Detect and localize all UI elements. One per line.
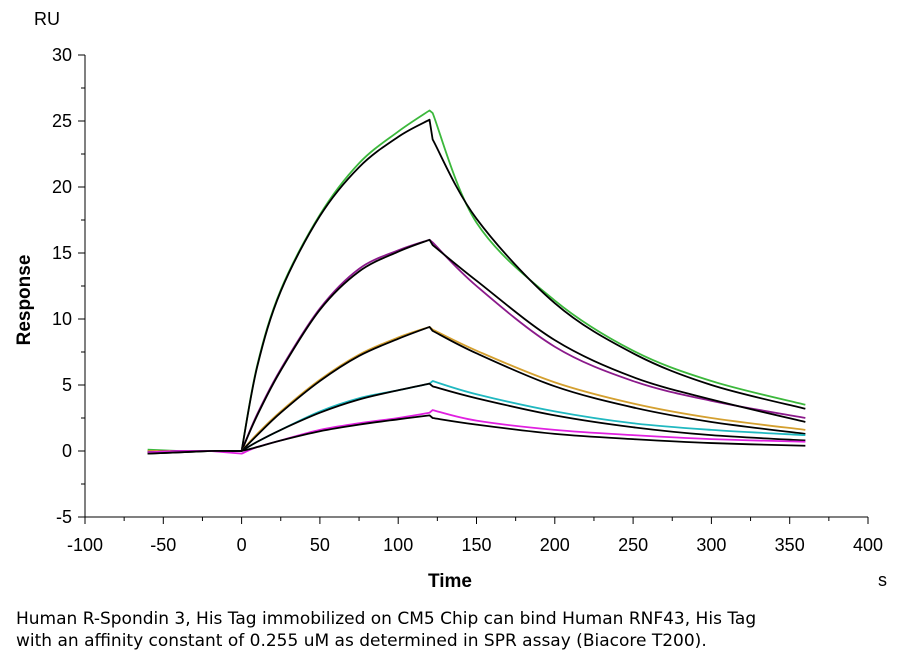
y-unit-label: RU (34, 9, 60, 29)
y-tick-label: 30 (52, 45, 72, 65)
y-axis-title: Response (14, 255, 35, 346)
y-tick-label: 25 (52, 111, 72, 131)
x-tick-label: 300 (696, 535, 726, 555)
series-fit-2 (147, 238, 806, 454)
y-tick-label: 20 (52, 177, 72, 197)
series-fit-3 (147, 326, 806, 454)
axes: -100 -50 0 50 100 150 200 250 300 350 400-50510152… (52, 45, 883, 555)
x-tick-label: 150 (461, 535, 491, 555)
caption-line-1: Human R-Spondin 3, His Tag immobilized o… (16, 609, 757, 629)
x-tick-label: 350 (775, 535, 805, 555)
y-tick-label: 10 (52, 309, 72, 329)
x-tick-label: 400 (853, 535, 883, 555)
x-tick-label: 0 (237, 535, 247, 555)
curves (147, 109, 806, 455)
y-tick-label: 0 (62, 441, 72, 461)
y-tick-label: 5 (62, 375, 72, 395)
x-axis-title: Time (428, 571, 472, 592)
y-tick-label: -5 (56, 507, 72, 527)
series-fit-1 (147, 118, 806, 455)
series-fit-4 (147, 382, 806, 454)
series-fit-5 (147, 414, 806, 455)
y-tick-label: 15 (52, 243, 72, 263)
x-tick-label: 100 (383, 535, 413, 555)
x-tick-label: -100 (67, 535, 103, 555)
series-data-3 (147, 326, 806, 452)
x-tick-label: 50 (310, 535, 330, 555)
x-unit-label: s (878, 570, 887, 590)
x-tick-label: 250 (618, 535, 648, 555)
x-tick-label: 200 (540, 535, 570, 555)
x-tick-label: -50 (150, 535, 176, 555)
caption-line-2: with an affinity constant of 0.255 uM as… (16, 631, 707, 651)
